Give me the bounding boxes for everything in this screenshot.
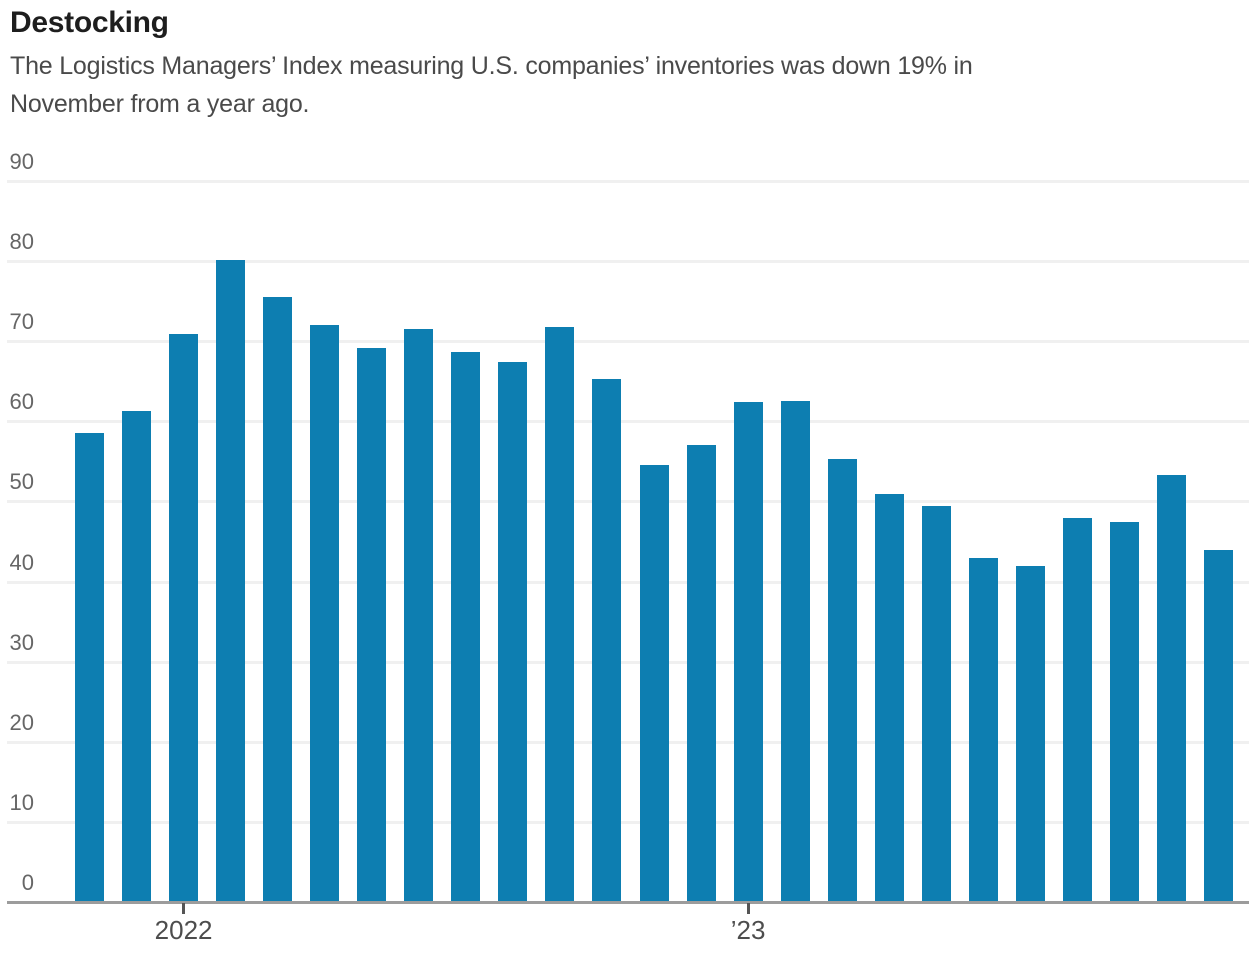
bar[interactable] bbox=[1204, 549, 1233, 902]
y-gridline bbox=[7, 260, 1249, 264]
subtitle-line-2: November from a year ago. bbox=[10, 90, 310, 118]
x-axis-tick bbox=[182, 903, 186, 914]
bar[interactable] bbox=[1062, 518, 1092, 902]
bar[interactable] bbox=[968, 558, 998, 902]
y-tick-label: 10 bbox=[9, 789, 34, 815]
y-tick-label: 20 bbox=[9, 709, 34, 735]
x-tick-label: 2022 bbox=[154, 915, 213, 945]
bar[interactable] bbox=[686, 444, 716, 902]
x-axis-tick bbox=[746, 903, 750, 914]
bar[interactable] bbox=[780, 400, 810, 902]
bar[interactable] bbox=[498, 362, 528, 902]
bar[interactable] bbox=[169, 334, 199, 902]
bar[interactable] bbox=[827, 459, 857, 902]
bar[interactable] bbox=[122, 410, 152, 902]
bar[interactable] bbox=[1156, 475, 1186, 902]
bar[interactable] bbox=[404, 329, 434, 902]
y-tick-label: 60 bbox=[9, 389, 34, 415]
y-gridline bbox=[7, 660, 1249, 664]
bar[interactable] bbox=[921, 506, 951, 902]
bar[interactable] bbox=[263, 297, 293, 902]
bar[interactable] bbox=[733, 402, 763, 902]
y-gridline bbox=[7, 580, 1249, 584]
bar[interactable] bbox=[310, 325, 340, 902]
y-gridline bbox=[7, 340, 1249, 344]
y-gridline bbox=[7, 820, 1249, 824]
y-tick-label: 30 bbox=[9, 629, 34, 655]
y-gridline bbox=[7, 740, 1249, 744]
bar[interactable] bbox=[874, 494, 904, 902]
y-tick-label: 90 bbox=[9, 149, 34, 174]
x-axis-line bbox=[7, 901, 1249, 904]
y-tick-label: 40 bbox=[9, 549, 34, 575]
bar[interactable] bbox=[357, 348, 387, 902]
bar[interactable] bbox=[216, 259, 246, 902]
bar[interactable] bbox=[1109, 522, 1139, 902]
y-tick-label: 50 bbox=[9, 469, 34, 495]
y-gridline bbox=[7, 420, 1249, 424]
bar[interactable] bbox=[1015, 566, 1045, 902]
subtitle-line-1: The Logistics Managers’ Index measuring … bbox=[10, 52, 973, 80]
y-tick-label: 0 bbox=[21, 870, 34, 895]
bar[interactable] bbox=[545, 326, 575, 902]
x-tick-label: ’23 bbox=[730, 915, 766, 945]
y-gridline bbox=[7, 180, 1249, 183]
y-gridline bbox=[7, 500, 1249, 504]
y-tick-label: 80 bbox=[9, 229, 34, 255]
bar[interactable] bbox=[75, 432, 104, 902]
bar[interactable] bbox=[451, 352, 481, 902]
chart-subtitle: The Logistics Managers’ Index measuring … bbox=[10, 47, 1220, 123]
y-tick-label: 70 bbox=[9, 309, 34, 335]
chart-title: Destocking bbox=[10, 6, 169, 39]
bar[interactable] bbox=[639, 464, 669, 902]
bar[interactable] bbox=[592, 378, 622, 902]
